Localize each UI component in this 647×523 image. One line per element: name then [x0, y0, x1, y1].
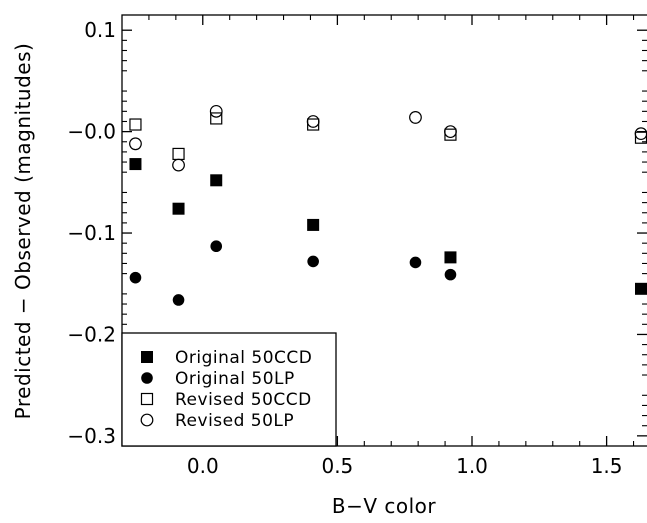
- x-tick-label: 1.0: [456, 454, 488, 478]
- data-point: [634, 127, 647, 141]
- y-tick-label: 0.1: [84, 18, 116, 42]
- legend-marker: [140, 413, 154, 427]
- data-point: [172, 158, 185, 172]
- data-point: [172, 147, 185, 161]
- x-tick-label: 0.5: [321, 454, 353, 478]
- data-point: [209, 104, 223, 118]
- data-point: [172, 294, 185, 306]
- points-layer: [129, 104, 647, 306]
- series-original-50lp: [129, 240, 457, 306]
- y-tick-label: −0.2: [67, 322, 116, 346]
- data-point: [409, 111, 422, 124]
- data-point: [307, 255, 319, 268]
- x-tick-label: 1.5: [591, 454, 623, 478]
- data-point: [129, 118, 142, 131]
- legend-label: Original 50CCD: [175, 348, 312, 368]
- data-point: [635, 282, 647, 295]
- x-tick-label: 0.0: [187, 454, 219, 478]
- data-point: [307, 118, 320, 131]
- data-point: [210, 240, 223, 253]
- legend-marker: [141, 372, 153, 384]
- legend-marker: [140, 392, 154, 406]
- data-point: [444, 128, 457, 141]
- legend-marker: [141, 351, 153, 363]
- data-point: [210, 174, 223, 187]
- y-tick-label: −0.1: [67, 221, 116, 245]
- data-point: [306, 115, 320, 128]
- data-point: [409, 256, 422, 269]
- data-point: [129, 158, 142, 171]
- y-tick-label: −0.0: [67, 120, 116, 144]
- legend-label: Revised 50LP: [175, 411, 294, 431]
- legend-label: Revised 50CCD: [175, 390, 312, 410]
- legend-box: [121, 332, 337, 447]
- series-revised-50ccd: [129, 112, 647, 161]
- series-original-50ccd: [129, 158, 647, 295]
- data-point: [444, 125, 457, 139]
- legend-label: Original 50LP: [175, 369, 295, 389]
- data-point: [307, 218, 320, 231]
- data-point: [444, 268, 457, 281]
- data-point: [129, 271, 142, 284]
- data-point: [210, 112, 223, 125]
- data-point: [129, 137, 142, 151]
- data-point: [444, 251, 457, 264]
- plot-frame: [121, 14, 647, 447]
- series-revised-50lp: [129, 104, 647, 172]
- data-point: [172, 202, 185, 215]
- y-axis-title: Predicted − Observed (magnitudes): [11, 43, 35, 420]
- x-axis-title: B−V color: [332, 494, 437, 518]
- y-tick-label: −0.3: [67, 424, 116, 448]
